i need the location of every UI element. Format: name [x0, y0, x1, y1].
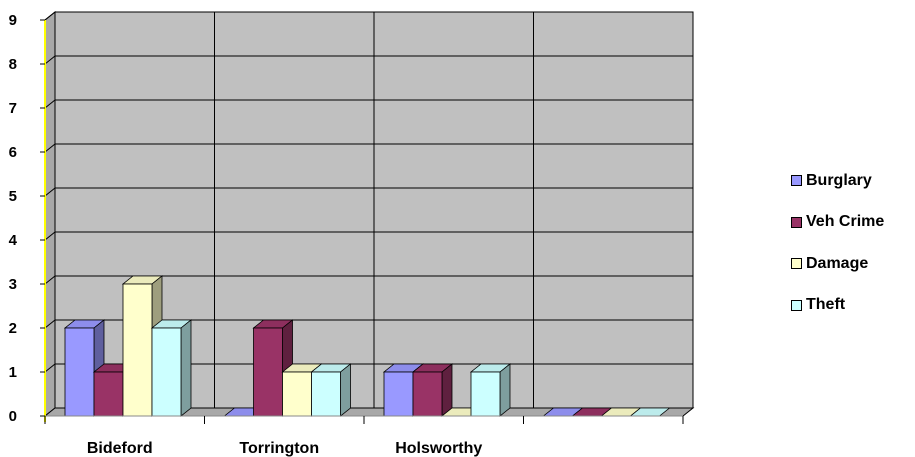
bar-front	[122, 283, 153, 417]
y-tick-label: 6	[9, 144, 17, 161]
y-tick-labels: 0 1 2 3 4 5 6 7 8 9	[9, 12, 18, 425]
y-tick-label: 5	[9, 188, 17, 205]
gridline	[44, 231, 56, 241]
bar-front	[282, 371, 312, 417]
legend-item-burglary: Burglary	[791, 160, 884, 202]
y-tick-label: 4	[9, 232, 18, 249]
y-tick-label: 3	[9, 276, 17, 293]
side-wall	[44, 10, 56, 418]
legend-swatch	[791, 299, 802, 311]
axes	[40, 19, 684, 424]
legend-item-damage: Damage	[791, 243, 884, 285]
gridline	[44, 55, 56, 65]
bar-side	[441, 363, 453, 417]
gridline	[44, 99, 56, 109]
bars	[63, 275, 671, 417]
gridline	[44, 11, 56, 21]
legend-label: Damage	[806, 254, 869, 272]
legend-item-theft: Theft	[791, 285, 884, 327]
bar	[150, 319, 193, 417]
x-tick-labels: Bideford Torrington Holsworthy	[87, 440, 483, 457]
bar	[469, 363, 512, 417]
legend-label: Theft	[806, 296, 846, 314]
y-tick-label: 0	[9, 408, 17, 425]
bar-front	[412, 371, 443, 417]
bar	[310, 363, 352, 417]
bar-side	[340, 363, 351, 417]
legend-swatch	[791, 175, 802, 187]
gridline	[44, 319, 56, 329]
legend-label: Burglary	[806, 171, 872, 189]
bar-front	[151, 327, 182, 417]
bar-side	[499, 363, 511, 417]
legend: Burglary Veh Crime Damage Theft	[791, 160, 884, 326]
x-tick-label: Torrington	[239, 440, 319, 457]
bar	[411, 363, 454, 417]
gridline	[44, 187, 56, 197]
bar-front	[311, 371, 341, 417]
gridline	[44, 275, 56, 285]
bar-front	[64, 327, 95, 417]
bar-front	[383, 371, 414, 417]
bar	[281, 363, 323, 417]
bar-front	[93, 371, 124, 417]
gridline	[44, 143, 56, 153]
bar-front	[253, 327, 283, 417]
x-tick-label: Holsworthy	[395, 440, 482, 457]
y-tick-label: 2	[9, 320, 17, 337]
legend-swatch	[791, 216, 802, 228]
bar-front	[470, 371, 501, 417]
legend-label: Veh Crime	[806, 213, 885, 231]
y-tick-label: 8	[9, 56, 17, 73]
y-tick-label: 1	[9, 364, 17, 381]
legend-item-veh-crime: Veh Crime	[791, 202, 884, 244]
y-tick-label: 9	[9, 12, 17, 29]
gridline	[44, 363, 56, 373]
y-tick-label: 7	[9, 100, 17, 117]
legend-swatch	[791, 258, 802, 270]
x-tick-label: Bideford	[87, 440, 153, 457]
bar-side	[180, 319, 192, 417]
